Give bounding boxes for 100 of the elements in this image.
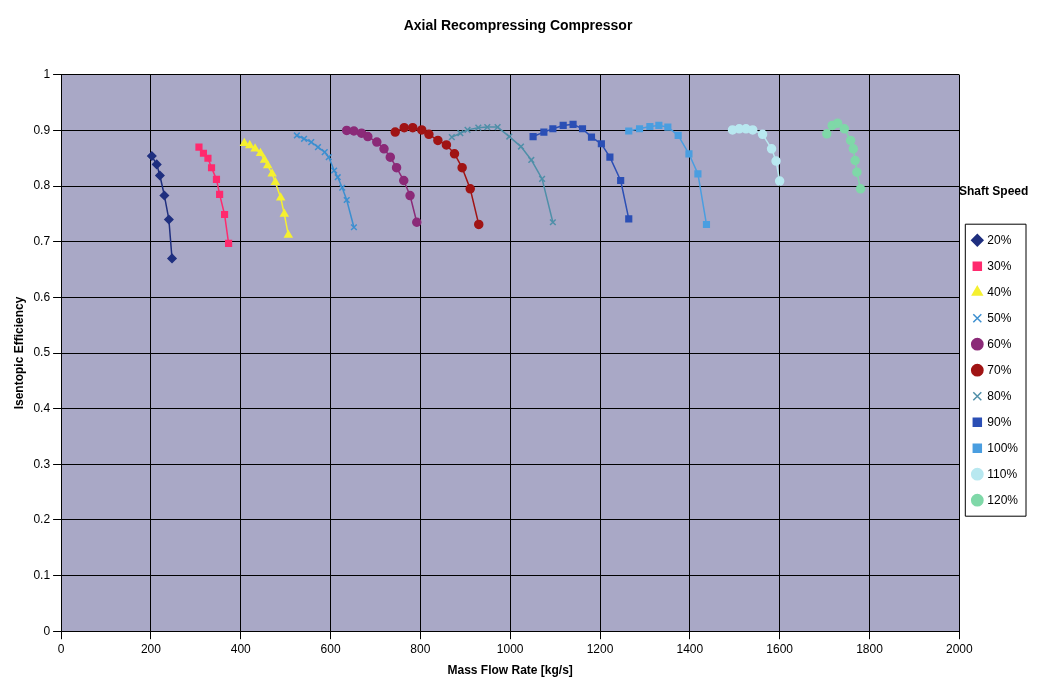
- point: [338, 184, 346, 192]
- point: [757, 129, 768, 140]
- point: [363, 131, 373, 142]
- legend-label: 120%: [987, 492, 1019, 507]
- point: [416, 125, 427, 135]
- point: [379, 144, 389, 154]
- x-tick-label: 1400: [676, 641, 704, 656]
- point: [267, 169, 277, 177]
- x-tick-label: 0: [57, 641, 65, 656]
- point: [225, 239, 233, 247]
- x-tick-label: 800: [410, 641, 431, 656]
- point: [164, 214, 174, 225]
- point: [330, 166, 338, 175]
- point: [412, 217, 422, 227]
- point: [569, 120, 577, 128]
- point: [517, 143, 525, 151]
- point: [474, 219, 484, 230]
- y-tick-label: 0.7: [33, 234, 51, 249]
- legend-label: 50%: [987, 310, 1012, 325]
- point: [240, 138, 249, 146]
- legend-label: 90%: [987, 414, 1012, 429]
- x-tick-label: 1600: [766, 641, 794, 656]
- point: [271, 177, 280, 185]
- legend-title: Shaft Speed: [958, 184, 1029, 199]
- point: [832, 118, 843, 128]
- y-tick-label: 1: [43, 67, 51, 82]
- point: [391, 162, 402, 173]
- x-tick-label: 1800: [856, 641, 884, 656]
- point: [606, 153, 614, 161]
- x-tick-label: 1000: [496, 641, 524, 656]
- point: [549, 125, 557, 133]
- x-tick-label: 400: [230, 641, 252, 656]
- point: [597, 140, 605, 148]
- point: [449, 149, 460, 159]
- x-tick-label: 600: [320, 641, 341, 656]
- point: [260, 155, 269, 163]
- point: [855, 184, 866, 194]
- point: [349, 126, 359, 136]
- point: [390, 127, 400, 137]
- point: [617, 176, 625, 185]
- point: [207, 164, 216, 172]
- point: [245, 140, 254, 149]
- point: [474, 124, 482, 132]
- point: [284, 230, 293, 238]
- point: [839, 124, 850, 134]
- y-tick-label: 0.4: [33, 400, 51, 415]
- point: [457, 162, 467, 173]
- point: [155, 170, 165, 181]
- point: [559, 121, 567, 130]
- point: [407, 122, 418, 133]
- point: [441, 140, 452, 150]
- point: [159, 190, 170, 201]
- point: [774, 176, 785, 186]
- point: [587, 133, 596, 141]
- point: [216, 190, 224, 198]
- point: [372, 137, 382, 147]
- y-tick-label: 0.1: [33, 567, 51, 582]
- x-tick-label: 1200: [586, 641, 614, 656]
- point: [655, 121, 663, 130]
- point: [685, 150, 693, 158]
- point: [463, 126, 472, 134]
- point: [850, 155, 860, 166]
- point: [578, 125, 587, 133]
- point: [635, 125, 644, 133]
- legend-label: 70%: [987, 362, 1012, 377]
- legend-label: 40%: [987, 284, 1012, 299]
- y-tick-label: 0: [43, 623, 51, 638]
- chart-title: Axial Recompressing Compressor: [403, 17, 633, 34]
- point: [852, 167, 862, 177]
- y-axis-title: Isentopic Efficiency: [11, 296, 26, 410]
- legend-label: 60%: [987, 336, 1012, 351]
- legend-label: 100%: [987, 440, 1019, 455]
- point: [540, 128, 548, 136]
- x-axis-title: Mass Flow Rate [kg/s]: [447, 663, 573, 678]
- y-tick-label: 0.2: [33, 512, 51, 527]
- point: [674, 131, 682, 140]
- point: [405, 190, 415, 201]
- y-tick-label: 0.8: [33, 178, 51, 193]
- point: [385, 152, 396, 162]
- point: [766, 144, 777, 154]
- point: [424, 129, 434, 140]
- point: [694, 170, 702, 178]
- legend-label: 20%: [987, 232, 1012, 247]
- point: [204, 154, 212, 162]
- point: [263, 160, 272, 169]
- point: [220, 210, 229, 219]
- point: [702, 220, 711, 229]
- point: [845, 135, 856, 146]
- point: [625, 127, 633, 135]
- point: [529, 132, 537, 141]
- point: [212, 175, 221, 183]
- point: [276, 193, 285, 201]
- point: [771, 156, 781, 166]
- legend-label: 30%: [987, 258, 1012, 273]
- y-tick-label: 0.6: [33, 289, 51, 304]
- point: [664, 123, 672, 131]
- y-tick-label: 0.9: [33, 122, 51, 137]
- legend-label: 110%: [987, 466, 1018, 481]
- point: [147, 151, 157, 161]
- point: [465, 184, 475, 194]
